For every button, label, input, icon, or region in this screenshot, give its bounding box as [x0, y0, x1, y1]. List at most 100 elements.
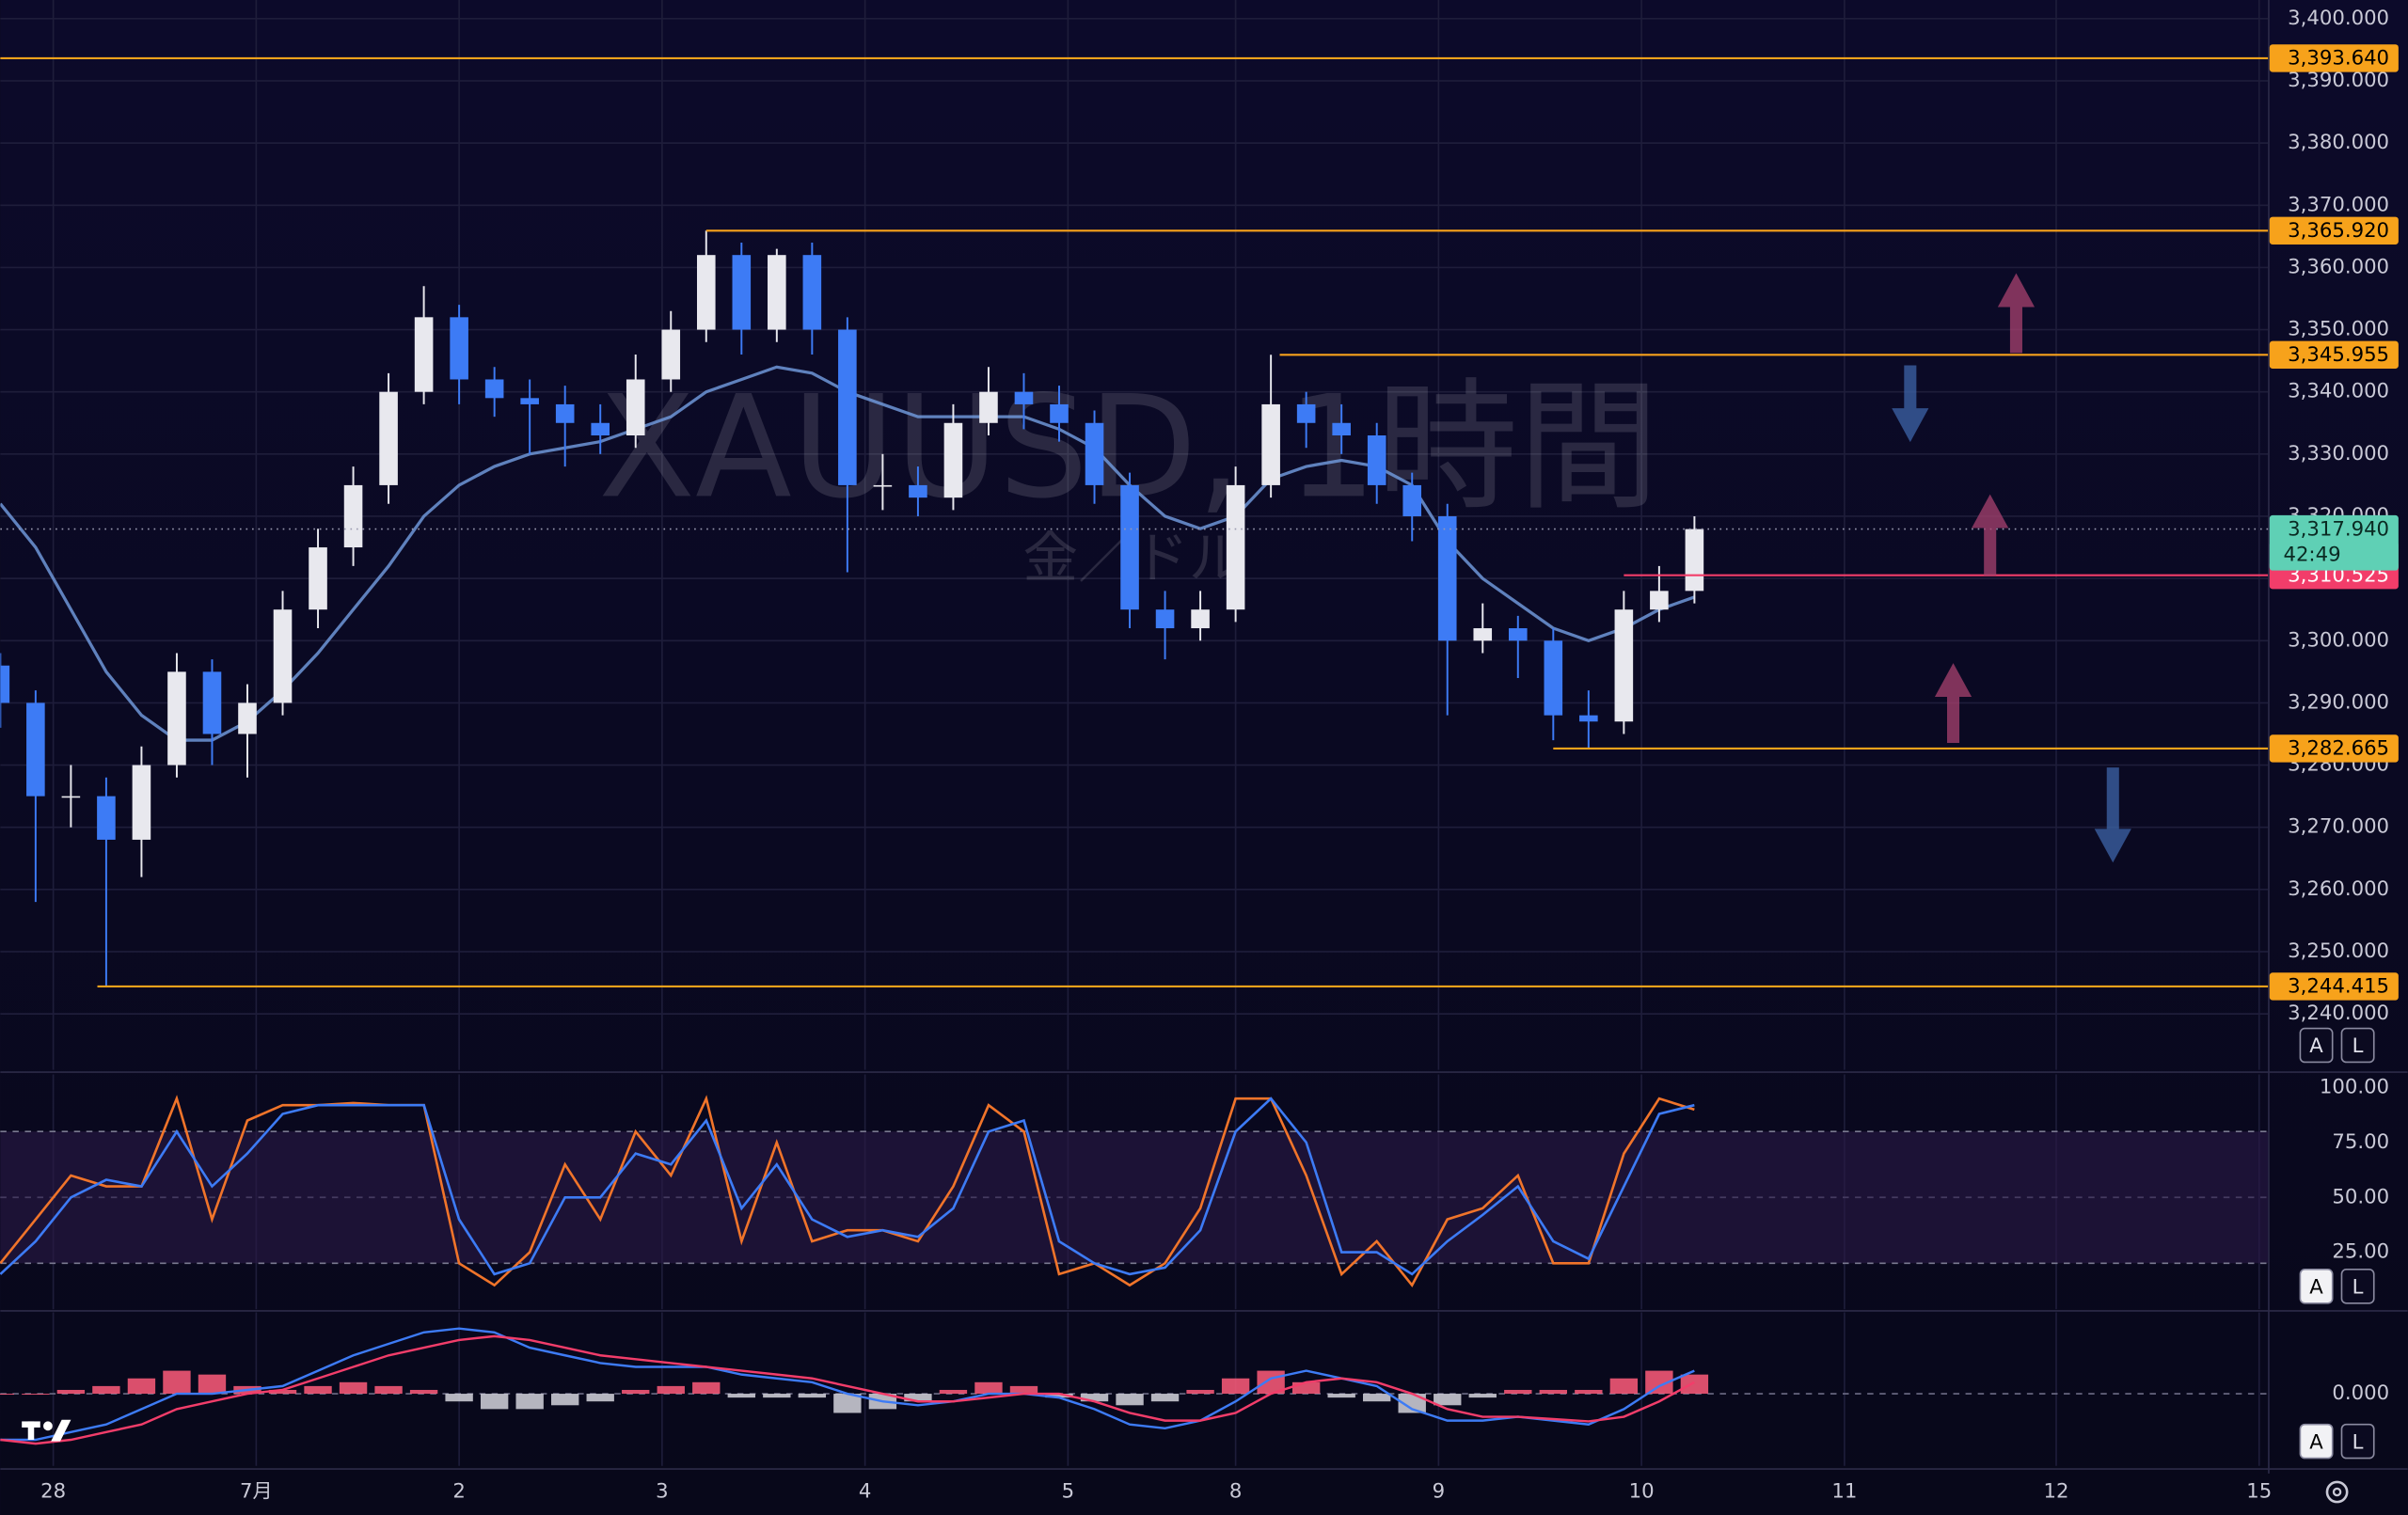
histogram-bar: [198, 1374, 227, 1395]
candle-body: [802, 255, 822, 330]
histogram-bar: [445, 1394, 473, 1402]
histogram-bar: [374, 1385, 403, 1395]
candle-body: [0, 665, 10, 703]
y-tick-label: 3,300.000: [2288, 628, 2389, 652]
scale-button-label[interactable]: L: [2353, 1275, 2364, 1299]
x-tick-label: 12: [2044, 1480, 2069, 1504]
y-tick-label: 3,360.000: [2288, 255, 2389, 278]
candle-body: [238, 702, 257, 734]
plot: [0, 56, 2269, 1445]
scale-button[interactable]: [2299, 1423, 2334, 1460]
candle-body: [167, 671, 186, 765]
candle-body: [97, 796, 116, 840]
y-tick-label: 3,380.000: [2288, 131, 2389, 154]
x-tick-label: 28: [40, 1480, 66, 1504]
histogram-bar: [657, 1385, 685, 1395]
scale-button-label[interactable]: L: [2353, 1430, 2364, 1454]
y-tick-label: 3,330.000: [2288, 442, 2389, 466]
candle-body: [1579, 715, 1598, 722]
last-price-label: 3,317.940: [2288, 517, 2389, 541]
candle-body: [1014, 391, 1034, 404]
candle-body: [202, 671, 222, 734]
x-tick-label: 5: [1062, 1480, 1075, 1504]
candle-body: [943, 422, 963, 498]
price-badge: [2269, 340, 2399, 370]
candle-body: [696, 255, 716, 330]
x-tick-label: 10: [1629, 1480, 1655, 1504]
histogram-bar: [1045, 1394, 1073, 1398]
candle-body: [1437, 515, 1457, 641]
x-tick-label: 11: [1831, 1480, 1857, 1504]
settings-button[interactable]: [2325, 1480, 2349, 1504]
candle-body: [1473, 628, 1493, 641]
scale-button-label[interactable]: A: [2309, 1430, 2323, 1454]
candle-body: [1226, 484, 1245, 610]
scale-button-label[interactable]: L: [2353, 1034, 2364, 1058]
candle-body: [1614, 609, 1634, 722]
scale-button[interactable]: [2299, 1269, 2334, 1304]
oscillator-line: [0, 1095, 1695, 1288]
histogram-bar: [1434, 1394, 1462, 1406]
scale-button[interactable]: [2299, 1027, 2334, 1064]
candle-body: [591, 422, 610, 435]
arrow-up: [1934, 663, 1972, 743]
y-tick-label: 3,340.000: [2288, 380, 2389, 403]
y-tick-label: 25.00: [2332, 1240, 2389, 1264]
candle-body: [555, 403, 575, 423]
histogram-bar: [1468, 1394, 1497, 1398]
histogram-bar: [763, 1394, 791, 1398]
x-tick-label: 2: [452, 1480, 465, 1504]
macd-line: [0, 1327, 1695, 1442]
candle-body: [61, 796, 81, 798]
candle-body: [309, 547, 327, 610]
candle-body: [26, 702, 45, 797]
candle-body: [909, 484, 927, 498]
candle-body: [379, 391, 398, 485]
candle-body: [414, 317, 434, 392]
y-tick-label: 100.00: [2320, 1076, 2389, 1099]
scale-button-label[interactable]: A: [2309, 1275, 2323, 1299]
histogram-bar: [0, 1394, 15, 1396]
scale-button-label[interactable]: A: [2309, 1034, 2323, 1058]
candle-body: [1650, 591, 1669, 610]
price-badge: [2269, 972, 2399, 1001]
candle-body: [1332, 422, 1351, 435]
histogram-bar: [1609, 1378, 1639, 1395]
y-tick-label: 3,250.000: [2288, 939, 2389, 963]
scale-button[interactable]: [2340, 1269, 2375, 1304]
histogram-bar: [22, 1394, 50, 1396]
candle-body: [1685, 529, 1704, 592]
candle-body: [732, 255, 752, 330]
histogram-bar: [1221, 1378, 1250, 1395]
histogram-bar: [939, 1389, 968, 1395]
candle-body: [484, 379, 504, 399]
y-tick-label: 3,370.000: [2288, 193, 2389, 216]
candle-body: [1155, 609, 1175, 629]
candles: [0, 230, 1704, 986]
scale-button[interactable]: [2340, 1423, 2375, 1460]
countdown-label: 42:49: [2283, 543, 2340, 566]
y-tick-label: 3,350.000: [2288, 318, 2389, 341]
histogram-bar: [339, 1381, 368, 1395]
x-tick-label: 8: [1229, 1480, 1243, 1504]
candle-body: [1191, 609, 1210, 629]
x-tick-label: 4: [859, 1480, 872, 1504]
price-badge-label: 3,282.665: [2288, 737, 2389, 761]
candle-body: [1296, 403, 1316, 423]
histogram-bar: [409, 1389, 438, 1395]
histogram-bar: [1539, 1389, 1567, 1395]
candle-body: [979, 391, 998, 423]
histogram-bar: [1504, 1389, 1532, 1395]
histogram-bar: [1116, 1394, 1144, 1406]
candle-body: [450, 317, 468, 380]
x-tick-label: 15: [2246, 1480, 2272, 1504]
candle-body: [626, 379, 645, 435]
y-tick-label: 0.000: [2332, 1381, 2389, 1405]
y-tick-label: 3,400.000: [2288, 7, 2389, 30]
macd-line: [0, 1334, 1695, 1445]
arrow-down: [1892, 365, 1929, 443]
candle-body: [873, 484, 893, 487]
scale-button[interactable]: [2340, 1027, 2375, 1064]
